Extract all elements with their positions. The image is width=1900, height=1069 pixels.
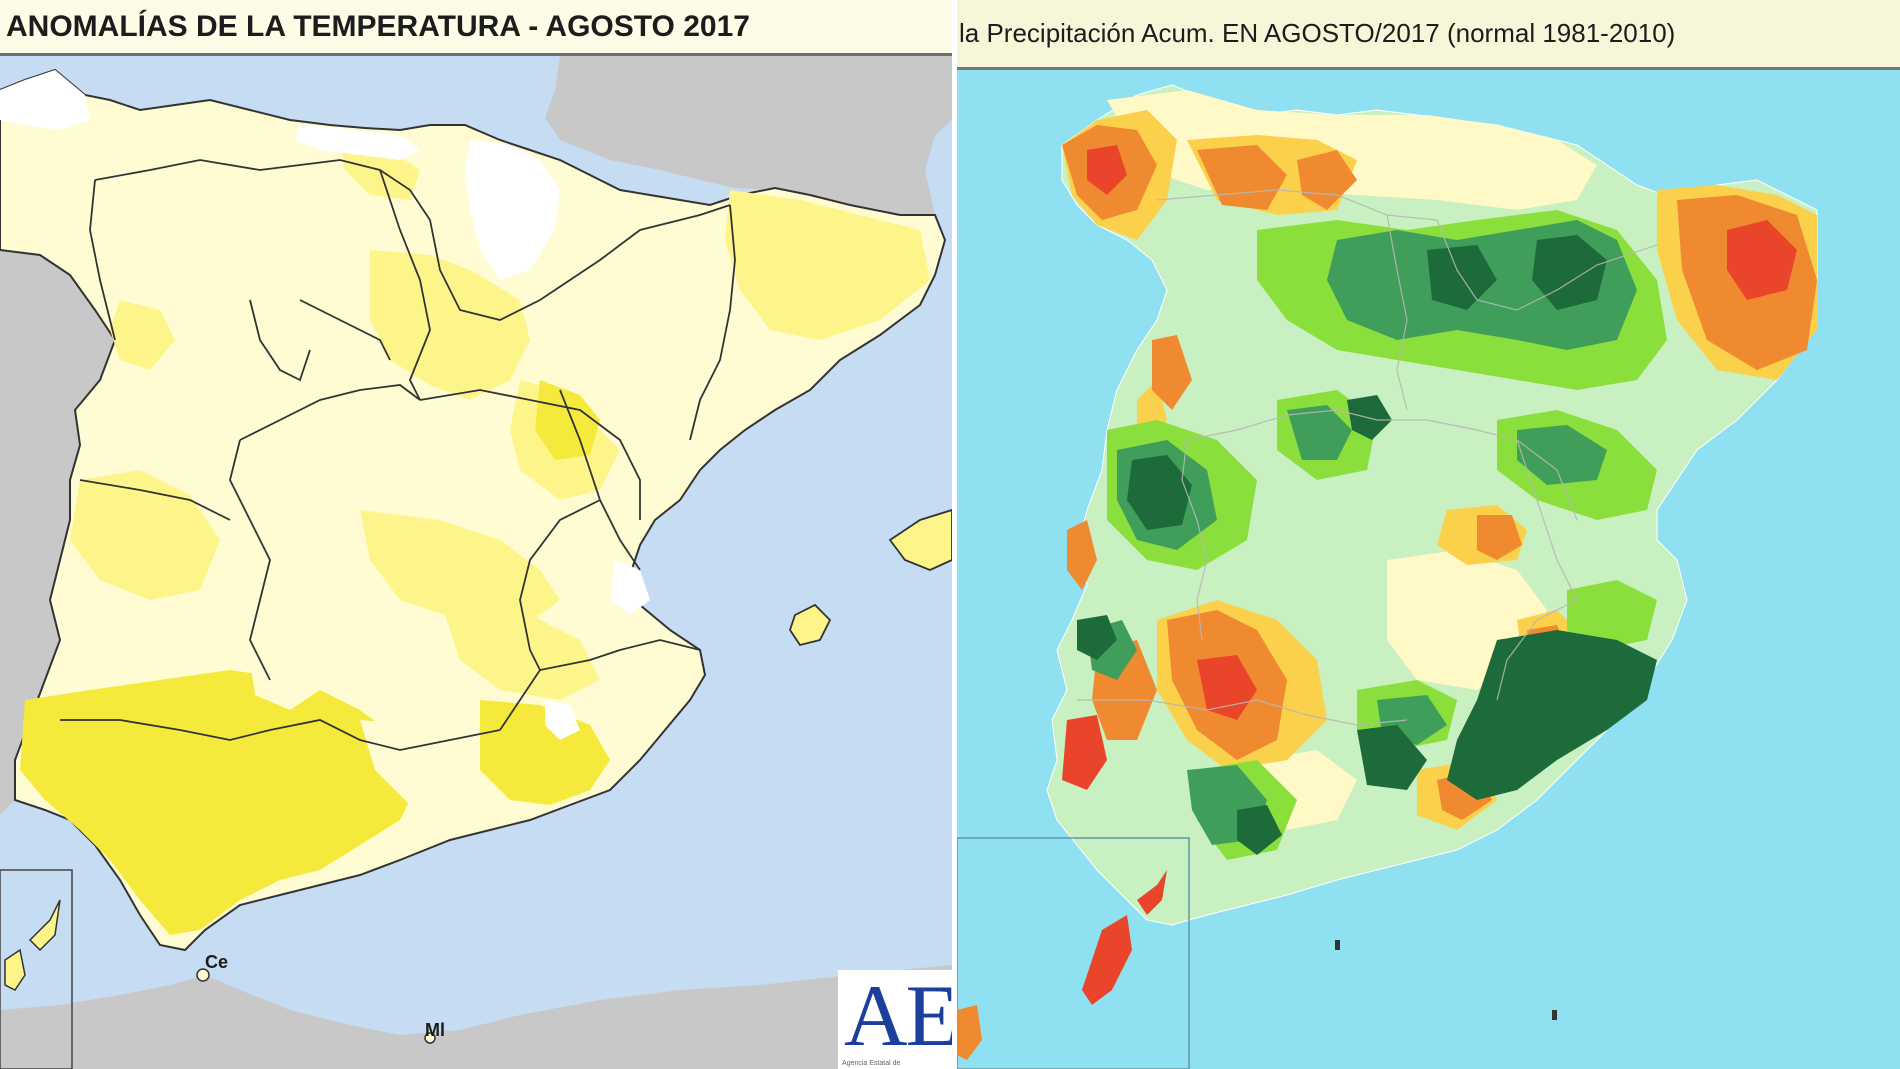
aemet-logo: AE Agencia Estatal de	[838, 970, 952, 1069]
precipitation-map-panel: la Precipitación Acum. EN AGOSTO/2017 (n…	[957, 0, 1900, 1069]
precipitation-map-title-bar: la Precipitación Acum. EN AGOSTO/2017 (n…	[957, 0, 1900, 70]
precipitation-map	[957, 0, 1900, 1069]
ceuta-point	[196, 968, 210, 982]
temperature-map-title: ANOMALÍAS DE LA TEMPERATURA - AGOSTO 201…	[6, 9, 750, 43]
near-zero-anomaly-areas	[0, 70, 650, 740]
canary-islands	[957, 870, 1167, 1060]
temperature-anomaly-map-panel: ANOMALÍAS DE LA TEMPERATURA - AGOSTO 201…	[0, 0, 952, 1069]
temperature-anomaly-map	[0, 56, 952, 1069]
canary-islands	[4, 899, 61, 991]
light-anomaly-pockets	[250, 660, 460, 805]
canary-inset-frame	[957, 837, 1190, 1069]
regional-boundaries	[1077, 189, 1658, 726]
precipitation-map-title: la Precipitación Acum. EN AGOSTO/2017 (n…	[959, 18, 1676, 48]
france-landmass	[545, 56, 952, 215]
ceuta-label: Ce	[205, 952, 229, 972]
aemet-logo-subtitle: Agencia Estatal de	[842, 1060, 901, 1067]
canary-inset-frame	[0, 869, 73, 1069]
temperature-map-title-bar: ANOMALÍAS DE LA TEMPERATURA - AGOSTO 201…	[0, 0, 952, 56]
balearic-islands	[789, 509, 952, 647]
melilla-point	[1552, 1010, 1557, 1020]
ceuta-point	[1335, 940, 1340, 950]
regional-boundaries	[60, 159, 736, 751]
very-dry-precip-areas	[1062, 145, 1797, 790]
panel-divider	[952, 0, 957, 1069]
aemet-logo-text: AE	[844, 970, 952, 1065]
melilla-label: Ml	[425, 1020, 445, 1040]
portugal-landmass	[0, 250, 115, 815]
africa-landmass	[0, 965, 952, 1069]
melilla-point	[424, 1032, 436, 1044]
high-anomaly-areas	[20, 380, 610, 935]
